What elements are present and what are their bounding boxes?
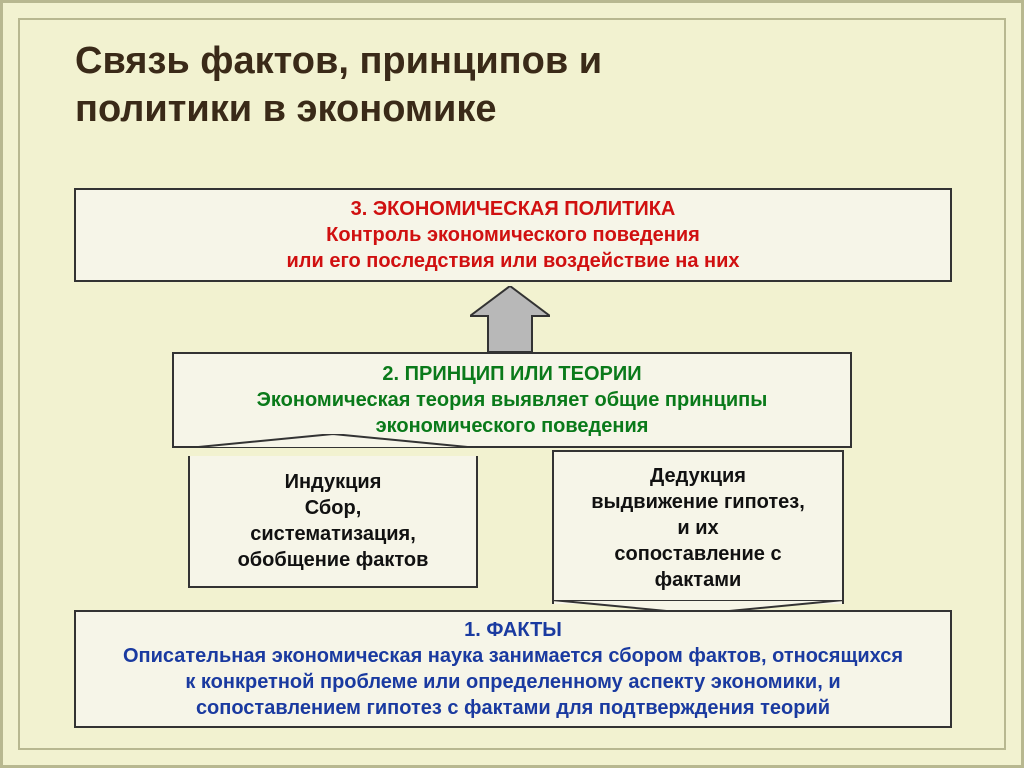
title-line1: Связь фактов, принципов и [75,40,602,82]
induction-line3: систематизация, [250,521,416,547]
arrow-theory-to-policy [470,286,550,352]
induction-line1: Индукция [285,469,382,495]
facts-heading: 1. ФАКТЫ [464,617,562,643]
policy-line1: Контроль экономического поведения [326,222,700,248]
theory-line1: Экономическая теория выявляет общие прин… [257,387,768,413]
theory-heading: 2. ПРИНЦИП ИЛИ ТЕОРИИ [382,361,641,387]
facts-line1: Описательная экономическая наука занимае… [123,643,903,669]
deduction-line3: и их [677,515,718,541]
slide-title: Связь фактов, принципов и политики в эко… [75,38,945,133]
deduction-line2: выдвижение гипотез, [591,489,805,515]
policy-line2: или его последствия или воздействие на н… [286,248,739,274]
box-facts: 1. ФАКТЫ Описательная экономическая наук… [74,610,952,728]
induction-line4: обобщение фактов [238,547,429,573]
deduction-line4: сопоставление с [614,541,781,567]
facts-line2: к конкретной проблеме или определенному … [185,669,840,695]
title-line2: политики в экономике [75,88,497,130]
box-economic-policy: 3. ЭКОНОМИЧЕСКАЯ ПОЛИТИКА Контроль эконо… [74,188,952,282]
arrow-induction-head [188,434,478,448]
box-deduction: Дедукция выдвижение гипотез, и их сопост… [552,450,844,604]
induction-line2: Сбор, [305,495,362,521]
policy-heading: 3. ЭКОНОМИЧЕСКАЯ ПОЛИТИКА [351,196,676,222]
box-induction: Индукция Сбор, систематизация, обобщение… [188,456,478,588]
facts-line3: сопоставлением гипотез с фактами для под… [196,695,830,721]
deduction-line1: Дедукция [650,463,746,489]
deduction-line5: фактами [655,567,742,593]
